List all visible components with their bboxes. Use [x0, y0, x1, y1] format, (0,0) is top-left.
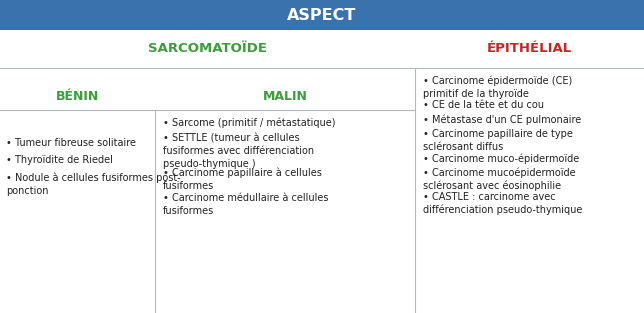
Text: ASPECT: ASPECT [287, 8, 357, 23]
Bar [0, 0, 644, 30]
Text: BÉNIN: BÉNIN [56, 90, 99, 102]
Text: • Carcinome mucoépidermoïde
sclérosant avec éosinophilie: • Carcinome mucoépidermoïde sclérosant a… [423, 167, 576, 192]
Text: • CE de la tête et du cou: • CE de la tête et du cou [423, 100, 544, 110]
Text: • Carcinome papillaire de type
sclérosant diffus: • Carcinome papillaire de type sclérosan… [423, 129, 573, 152]
Text: SARCOMATOÏDE: SARCOMATOÏDE [148, 43, 267, 55]
Text: • Carcinome médullaire à cellules
fusiformes: • Carcinome médullaire à cellules fusifo… [163, 193, 328, 216]
Text: • Carcinome papillaire à cellules
fusiformes: • Carcinome papillaire à cellules fusifo… [163, 168, 322, 191]
Text: • Nodule à cellules fusiformes post-
ponction: • Nodule à cellules fusiformes post- pon… [6, 172, 181, 196]
Text: • Tumeur fibreuse solitaire: • Tumeur fibreuse solitaire [6, 137, 136, 147]
Text: • Sarcome (primitif / métastatique): • Sarcome (primitif / métastatique) [163, 118, 336, 129]
Text: • Carcinome épidermoïde (CE)
primitif de la thyroïde: • Carcinome épidermoïde (CE) primitif de… [423, 76, 573, 99]
Text: • Carcinome muco-épidermoïde: • Carcinome muco-épidermoïde [423, 153, 579, 163]
Text: • CASTLE : carcinome avec
différenciation pseudo-thymique: • CASTLE : carcinome avec différenciatio… [423, 192, 582, 215]
Text: • Métastase d'un CE pulmonaire: • Métastase d'un CE pulmonaire [423, 115, 582, 125]
Text: • SETTLE (tumeur à cellules
fusiformes avec différenciation
pseudo-thymique ): • SETTLE (tumeur à cellules fusiformes a… [163, 134, 314, 169]
Text: • Thyroïdite de Riedel: • Thyroïdite de Riedel [6, 155, 113, 165]
Text: MALIN: MALIN [263, 90, 307, 102]
Text: ÉPITHÉLIAL: ÉPITHÉLIAL [487, 43, 572, 55]
